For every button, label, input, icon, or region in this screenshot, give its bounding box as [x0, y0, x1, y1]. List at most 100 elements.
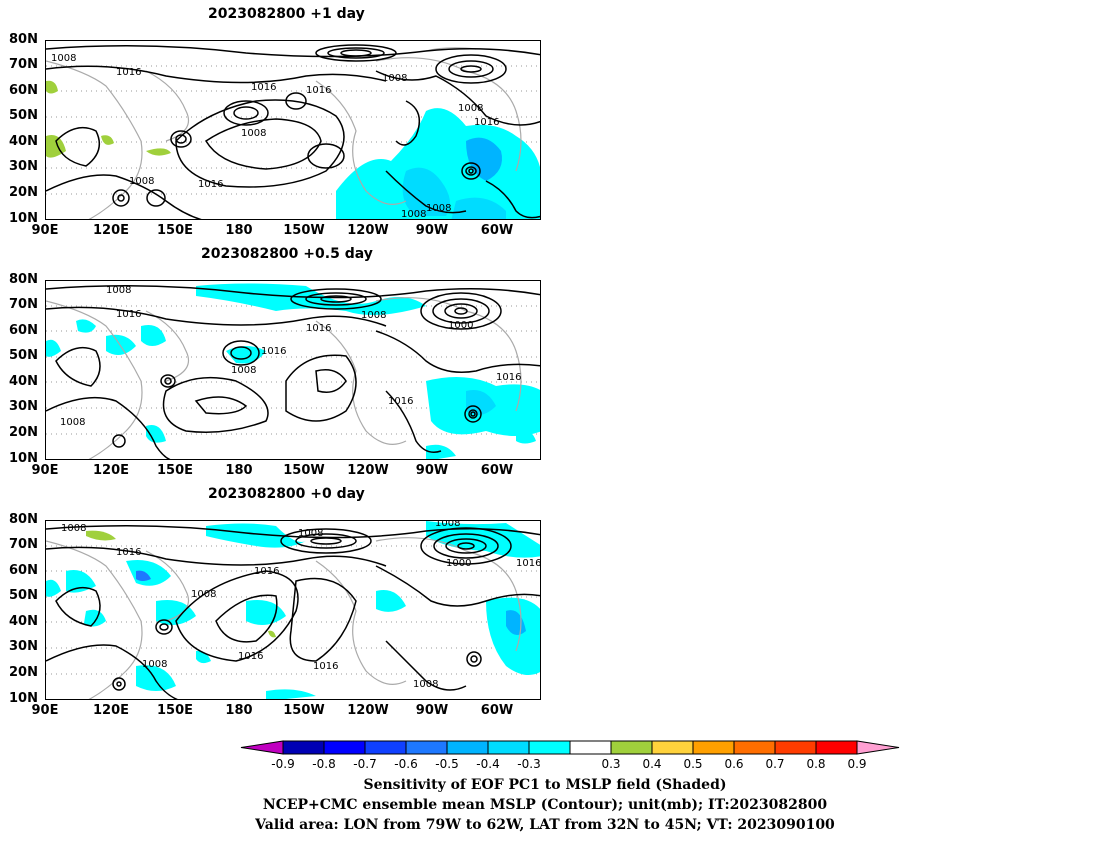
lon-tick-label: 120E	[92, 223, 130, 238]
map-plot: 1008 1016 1016 1016 1008 1008 1000 1016 …	[46, 283, 540, 459]
colorbar-swatch	[405, 740, 448, 755]
lat-tick-label: 70N	[9, 57, 38, 72]
contour-label: 1008	[191, 589, 216, 600]
panel-title: 2023082800 +0 day	[208, 486, 365, 502]
contour-label: 1008	[241, 128, 266, 139]
contour-label: 1000	[448, 320, 473, 331]
colorbar-swatch	[733, 740, 776, 755]
lon-tick-label: 120W	[347, 463, 389, 478]
lon-tick-label: 150W	[283, 463, 325, 478]
colorbar-tick-label: -0.8	[312, 757, 336, 771]
colorbar-tick-label: 0.5	[683, 757, 703, 771]
lon-tick-label: 150E	[156, 223, 194, 238]
colorbar-tick-label: 0.7	[765, 757, 785, 771]
contour-label: 1008	[401, 209, 426, 220]
colorbar-swatch	[487, 740, 530, 755]
lon-tick-label: 180	[225, 223, 253, 238]
mslp-contours	[46, 44, 540, 219]
sensitivity-shading	[46, 283, 540, 459]
contour-label: 1008	[51, 53, 76, 64]
mslp-contours	[46, 285, 540, 459]
colorbar-tick-label: 0.9	[847, 757, 867, 771]
lon-tick-label: 120W	[347, 703, 389, 718]
contour-label: 1008	[361, 310, 386, 321]
lat-tick-label: 10N	[9, 451, 38, 466]
lat-tick-label: 20N	[9, 425, 38, 440]
map-area: 1008 1016 1016 1016 1008 1008 1016 1008 …	[45, 40, 541, 220]
lat-tick-label: 60N	[9, 563, 38, 578]
lon-tick-label: 180	[225, 703, 253, 718]
caption-line-2: NCEP+CMC ensemble mean MSLP (Contour); u…	[262, 797, 828, 813]
contour-label: 1016	[496, 372, 521, 383]
contour-labels: 1008 1016 1016 1016 1008 1008 1016 1008 …	[51, 53, 499, 220]
lat-tick-label: 60N	[9, 323, 38, 338]
contour-label: 1008	[382, 73, 407, 84]
coastlines	[46, 537, 522, 699]
lat-tick-label: 30N	[9, 639, 38, 654]
lat-tick-label: 20N	[9, 185, 38, 200]
colorbar-tick-label: 0.8	[806, 757, 826, 771]
lon-tick-label: 120W	[347, 223, 389, 238]
colorbar-swatch	[651, 740, 694, 755]
lon-tick-label: 90W	[415, 463, 449, 478]
colorbar-arrow-right	[856, 740, 900, 755]
lat-tick-label: 80N	[9, 272, 38, 287]
map-plot: 1008 1016 1008 1016 1016 1016 1008 1008 …	[46, 521, 541, 699]
lat-tick-label: 50N	[9, 588, 38, 603]
lat-tick-label: 40N	[9, 134, 38, 149]
lon-tick-label: 150E	[156, 703, 194, 718]
colorbar-swatch	[282, 740, 325, 755]
colorbar-swatch	[692, 740, 735, 755]
lon-tick-label: 150W	[283, 703, 325, 718]
contour-label: 1008	[413, 679, 438, 690]
contour-label: 1008	[435, 521, 460, 529]
lon-tick-label: 90E	[31, 223, 59, 238]
lon-tick-label: 180	[225, 463, 253, 478]
contour-label: 1016	[516, 558, 541, 569]
contour-label: 1016	[254, 566, 279, 577]
lon-tick-label: 120E	[92, 463, 130, 478]
lat-tick-label: 70N	[9, 537, 38, 552]
contour-label: 1008	[231, 365, 256, 376]
lat-tick-label: 80N	[9, 512, 38, 527]
colorbar-tick-label: -0.7	[353, 757, 377, 771]
colorbar-arrow-left	[240, 740, 284, 755]
lon-tick-label: 60W	[480, 703, 514, 718]
contour-labels: 1008 1016 1008 1016 1016 1016 1008 1008 …	[61, 521, 541, 690]
map-area: 1008 1016 1008 1016 1016 1016 1008 1008 …	[45, 520, 541, 700]
contour-label: 1000	[446, 558, 471, 569]
lat-tick-label: 50N	[9, 348, 38, 363]
contour-label: 1016	[388, 396, 413, 407]
colorbar-tick-label: -0.9	[271, 757, 295, 771]
colorbar-swatch	[446, 740, 489, 755]
lon-tick-label: 90E	[31, 463, 59, 478]
lon-tick-label: 90W	[415, 223, 449, 238]
colorbar-tick-label: 0.4	[642, 757, 662, 771]
contour-label: 1008	[142, 659, 167, 670]
panel-title: 2023082800 +0.5 day	[201, 246, 373, 262]
contour-label: 1016	[198, 179, 223, 190]
lat-tick-label: 40N	[9, 614, 38, 629]
lon-tick-label: 90W	[415, 703, 449, 718]
colorbar-swatch	[569, 740, 612, 755]
contour-label: 1016	[238, 651, 263, 662]
lon-tick-label: 60W	[480, 463, 514, 478]
contour-label: 1016	[306, 85, 331, 96]
colorbar-swatch	[774, 740, 817, 755]
colorbar-swatch	[323, 740, 366, 755]
contour-label: 1016	[116, 547, 141, 558]
contour-label: 1016	[261, 346, 286, 357]
panel-title: 2023082800 +1 day	[208, 6, 365, 22]
map-area: 1008 1016 1016 1016 1008 1008 1000 1016 …	[45, 280, 541, 460]
lat-tick-label: 10N	[9, 211, 38, 226]
lat-tick-label: 60N	[9, 83, 38, 98]
contour-label: 1008	[106, 285, 131, 296]
lat-tick-label: 10N	[9, 691, 38, 706]
colorbar-tick-label: -0.6	[394, 757, 418, 771]
lat-tick-label: 40N	[9, 374, 38, 389]
lat-tick-label: 30N	[9, 159, 38, 174]
contour-labels: 1008 1016 1016 1016 1008 1008 1000 1016 …	[60, 285, 521, 428]
colorbar-swatch	[610, 740, 653, 755]
colorbar-tick-label: -0.4	[476, 757, 500, 771]
contour-label: 1008	[60, 417, 85, 428]
